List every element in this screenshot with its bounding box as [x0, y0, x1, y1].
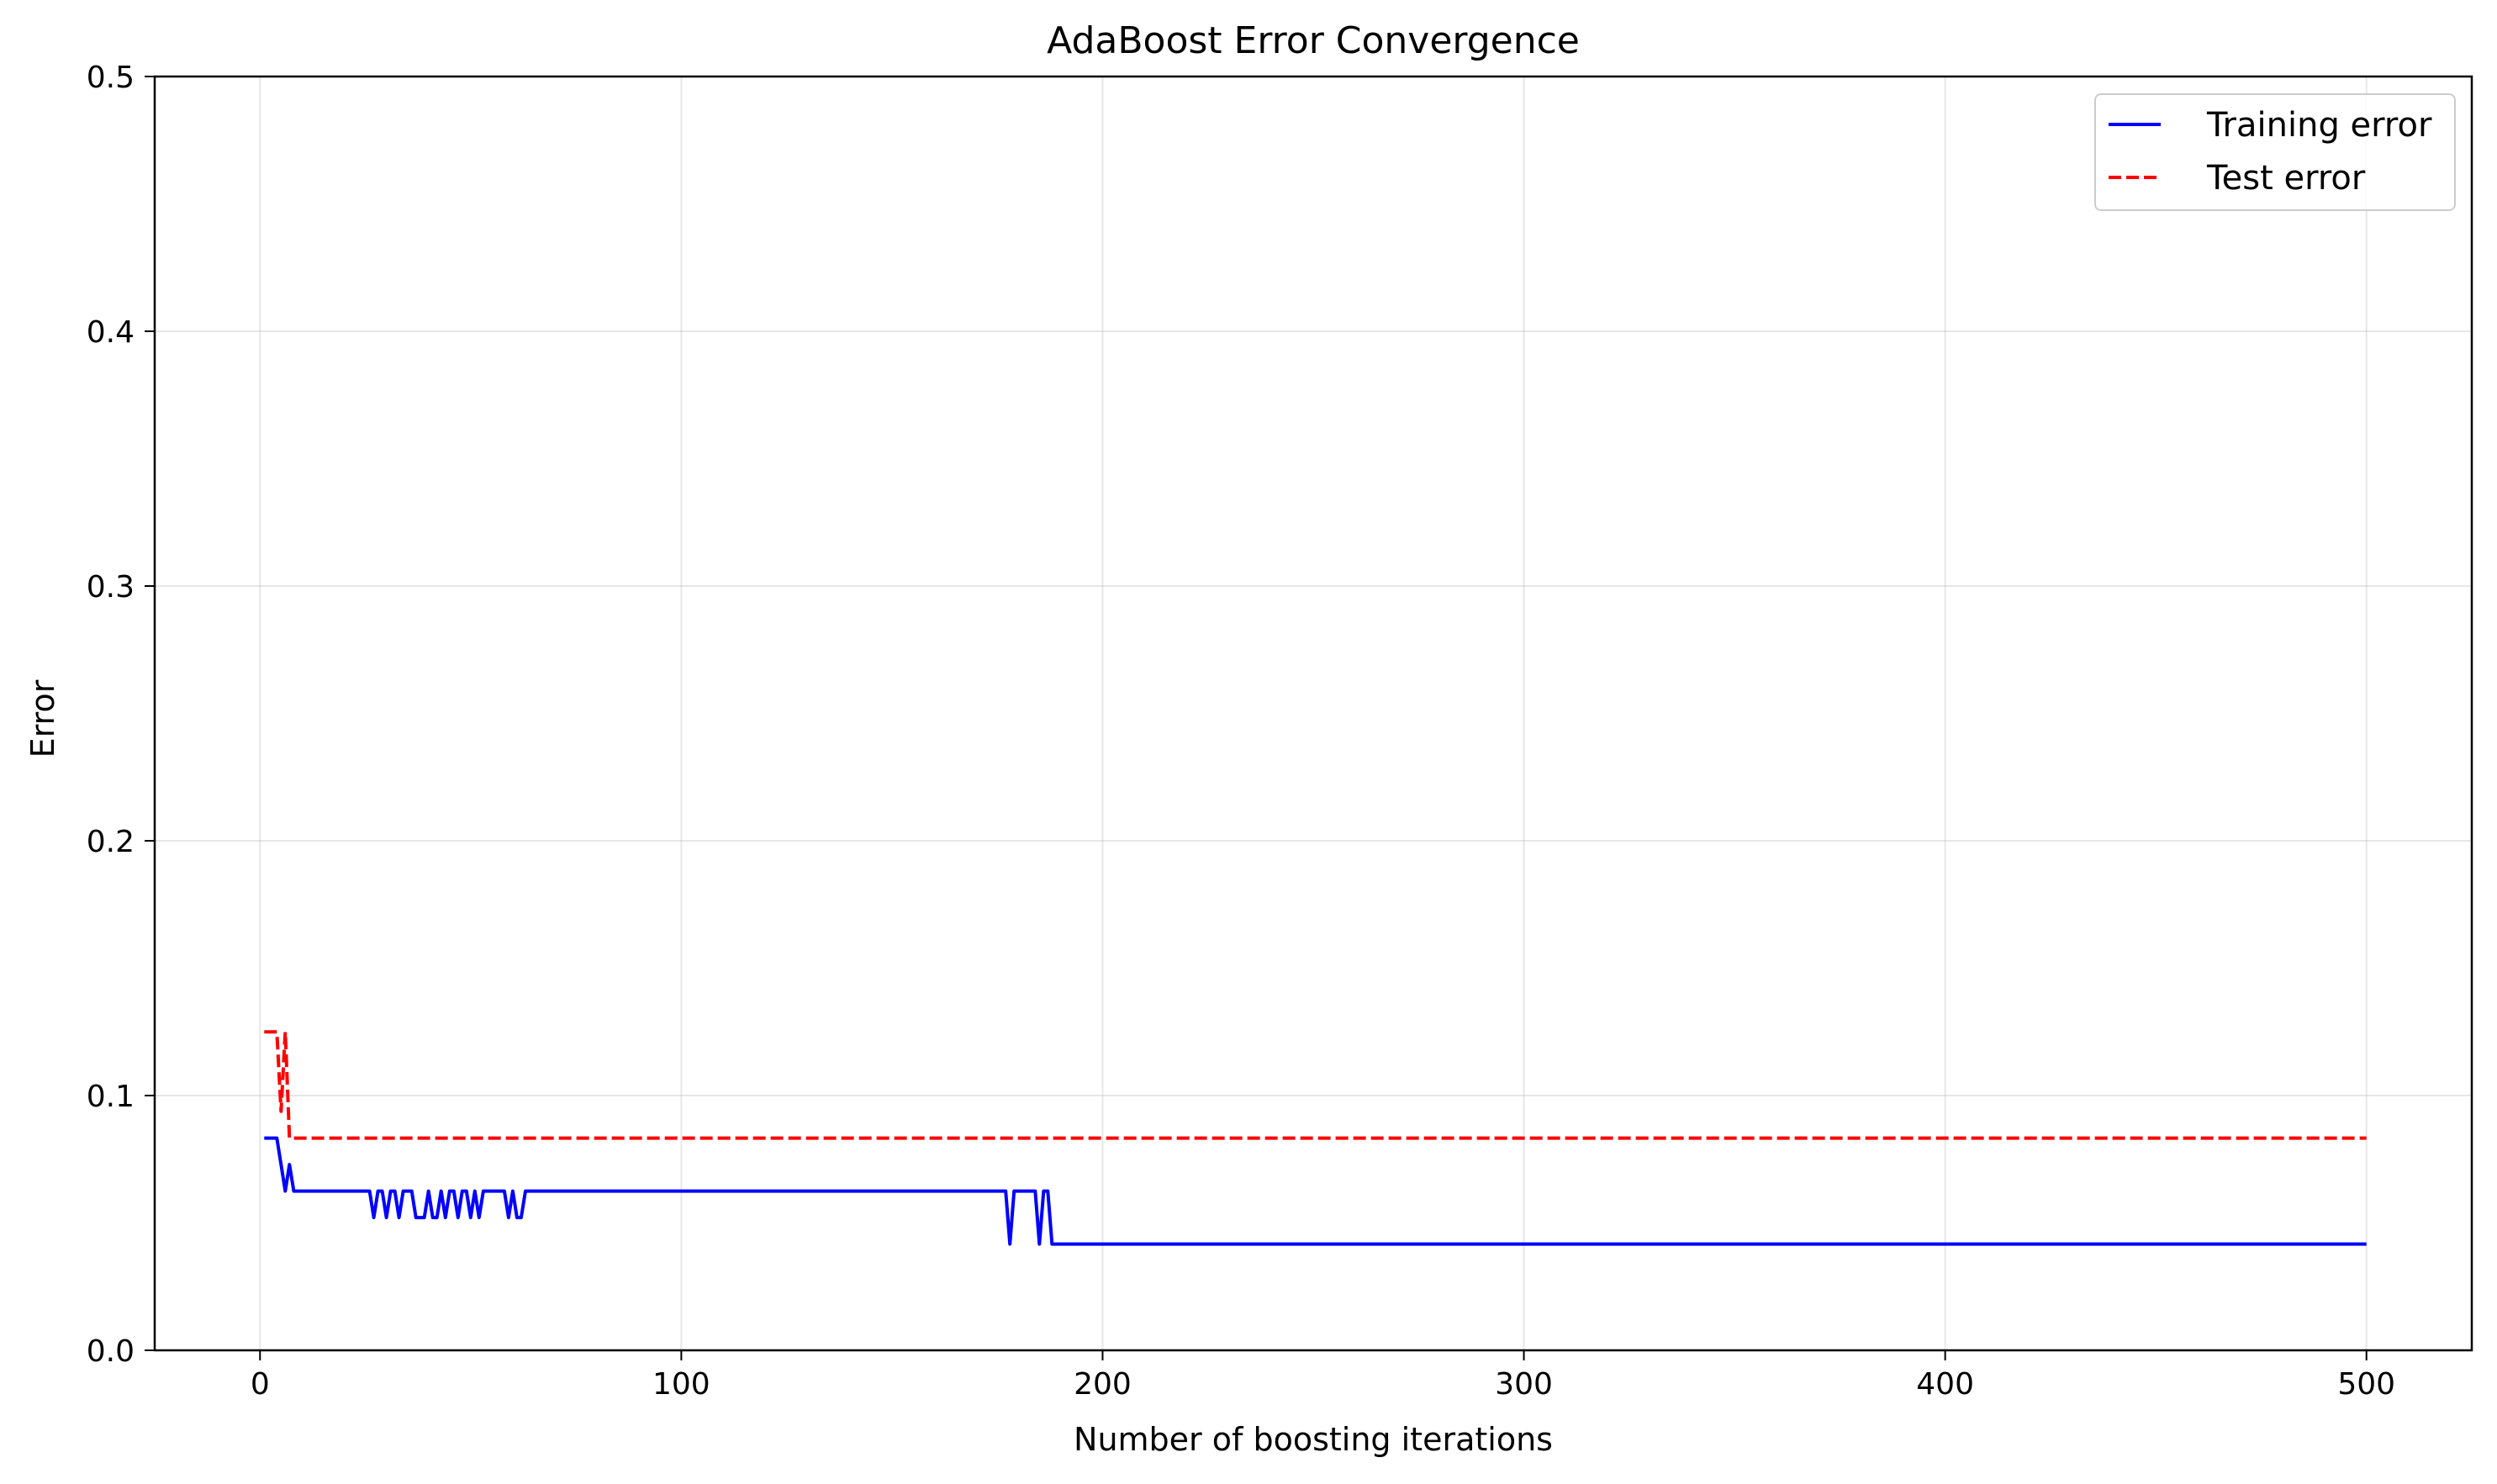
y-tick-label: 0.1 [87, 1080, 135, 1114]
y-axis-label: Error [24, 679, 61, 758]
y-tick-label: 0.0 [87, 1334, 135, 1369]
x-tick-label: 500 [2337, 1367, 2395, 1402]
plot-area-frame [153, 75, 2473, 1352]
series-line-training-error [264, 1136, 2367, 1246]
series-lines [264, 1030, 2367, 1246]
x-tick-label: 0 [251, 1367, 270, 1402]
x-tick-label: 300 [1495, 1367, 1553, 1402]
legend-label-training-error: Training error [2206, 106, 2432, 145]
series-line-test-error [264, 1030, 2367, 1140]
y-tick-label: 0.2 [87, 825, 135, 859]
x-tick-label: 200 [1074, 1367, 1132, 1402]
x-tick-label: 400 [1916, 1367, 1974, 1402]
chart-title: AdaBoost Error Convergence [1047, 19, 1580, 62]
legend-box [2094, 93, 2456, 211]
y-tick-label: 0.3 [87, 570, 135, 605]
x-tick-label: 100 [652, 1367, 710, 1402]
x-axis-label: Number of boosting iterations [1074, 1421, 1553, 1458]
y-tick-label: 0.4 [87, 315, 135, 350]
legend: Training error Test error [2094, 93, 2456, 211]
legend-label-test-error: Test error [2206, 159, 2366, 198]
x-axis-ticks: 0 100 200 300 400 500 [251, 1350, 2395, 1402]
y-tick-label: 0.5 [87, 61, 135, 95]
y-axis-ticks: 0.0 0.1 0.2 0.3 0.4 0.5 [87, 61, 155, 1369]
